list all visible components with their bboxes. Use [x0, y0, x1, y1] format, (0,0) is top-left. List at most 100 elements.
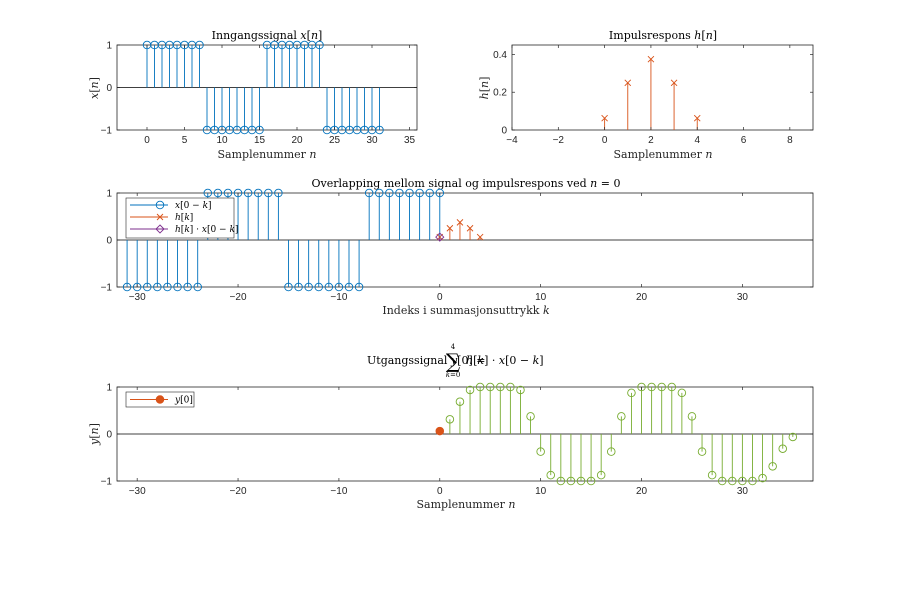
sum-upper: 4: [451, 343, 456, 351]
p1-s0-marker-31: [375, 125, 384, 135]
sum-symbol: ∑: [446, 349, 461, 373]
p3-s0-marker-18: [304, 282, 313, 292]
p3-xtick-label-3: 0: [437, 292, 443, 303]
p3-s0-marker-19: [314, 282, 323, 292]
p4-s0-marker-6: [506, 382, 515, 392]
plot3-legend: x[0 − k] h[k] h[k] · x[0 − k]: [125, 197, 238, 239]
p2-xtick-label-1: −2: [553, 135, 565, 146]
p4-s0-marker-8: [526, 412, 535, 421]
p3-s0-marker-30: [425, 188, 434, 198]
p3-s0-marker-17: [294, 282, 303, 292]
p1-xtick-label-7: 35: [404, 135, 416, 146]
legend-h-label: h[k]: [175, 213, 193, 223]
p2-s0-marker-3: [670, 79, 678, 87]
p4-s1-marker-0: [435, 426, 445, 436]
p1-xtick-label-0: 0: [144, 135, 150, 146]
p3-s0-marker-10: [223, 188, 233, 198]
legend-product-marker: [155, 224, 165, 234]
p3-s0-marker-24: [364, 188, 374, 198]
p3-s0-marker-16: [284, 282, 293, 292]
p4-s0-marker-1: [455, 397, 465, 406]
p4-s0-marker-19: [637, 382, 646, 392]
p3-s0-marker-29: [415, 188, 424, 198]
p3-s0-marker-28: [405, 188, 414, 198]
plot2-ylabel: h[n]: [478, 77, 491, 100]
legend-h-marker: [156, 213, 164, 221]
p3-s0-marker-7: [193, 282, 202, 292]
p1-xtick-label-4: 20: [291, 135, 303, 146]
p2-xtick-label-4: 4: [694, 135, 700, 146]
p1-ytick-label-1: 0: [106, 83, 112, 94]
p3-s2-marker-0: [435, 232, 445, 242]
p4-s0-marker-22: [667, 382, 677, 392]
plot4-ylabel: y[n]: [88, 423, 101, 446]
p3-s1-marker-3: [466, 224, 474, 232]
p3-xtick-label-0: −30: [129, 292, 146, 303]
p4-s0-marker-10: [546, 470, 555, 480]
p3-ytick-label-1: 0: [106, 236, 112, 247]
plot1-ylabel: x[n]: [88, 77, 101, 99]
p3-s0-marker-4: [163, 282, 172, 292]
plot4-title: Utgangssignal y[0] = ∑ 4 k=0 h[k] · x[0 …: [367, 343, 544, 379]
p3-xtick-label-1: −20: [230, 292, 247, 303]
p4-s0-marker-3: [475, 382, 485, 392]
p3-ytick-label-2: 1: [106, 189, 112, 200]
p4-s0-marker-27: [717, 476, 727, 486]
p4-xtick-label-2: −10: [330, 486, 347, 497]
p4-s0-marker-15: [596, 470, 606, 480]
plot3-xlabel: Indeks i summasjonsuttrykk k: [382, 304, 550, 317]
p3-s0-marker-9: [213, 188, 223, 198]
p3-ytick-label-0: −1: [101, 283, 113, 294]
p3-xtick-label-2: −10: [330, 292, 347, 303]
plot3-title: Overlapping mellom signal og impulsrespo…: [312, 177, 621, 190]
p4-s0-marker-9: [536, 447, 545, 456]
p4-s0-marker-23: [677, 388, 687, 398]
p4-xtick-label-1: −20: [230, 486, 247, 497]
p3-s1-marker-2: [456, 219, 464, 226]
p3-s0-marker-0: [122, 282, 132, 292]
p2-xtick-label-3: 2: [648, 135, 654, 146]
p4-s0-marker-31: [758, 473, 767, 483]
svg-text:h[k] · x[0 − k]: h[k] · x[0 − k]: [466, 354, 544, 367]
legend-x-shifted-marker: [155, 200, 165, 210]
p4-s0-marker-7: [516, 385, 525, 395]
p4-ytick-label-1: 0: [106, 430, 112, 441]
sum-lower: k=0: [446, 371, 461, 379]
p4-s0-marker-14: [586, 476, 596, 486]
p3-s0-marker-6: [183, 282, 192, 292]
p1-xtick-label-1: 5: [182, 135, 188, 146]
p3-s0-marker-5: [173, 282, 182, 292]
p1-xtick-label-6: 30: [366, 135, 378, 146]
p1-xtick-label-5: 25: [329, 135, 341, 146]
svg-text:Utgangssignal y[0] =: Utgangssignal y[0] =: [367, 354, 485, 367]
p2-xtick-label-5: 6: [741, 135, 747, 146]
p3-s0-marker-14: [264, 188, 273, 198]
legend-product-label: h[k] · x[0 − k]: [175, 225, 238, 235]
p4-ytick-label-0: −1: [101, 477, 113, 488]
p4-s0-marker-16: [607, 447, 616, 456]
p4-xtick-label-4: 10: [535, 486, 547, 497]
legend-x-shifted-label: x[0 − k]: [175, 201, 212, 211]
p1-ytick-label-2: 1: [106, 41, 112, 52]
plot-overlap: Overlapping mellom signal og impulsrespo…: [101, 177, 814, 317]
p3-s0-marker-3: [153, 282, 162, 292]
p4-s0-marker-20: [647, 382, 656, 392]
p2-xtick-label-0: −4: [506, 135, 518, 146]
p4-s0-marker-29: [738, 476, 747, 486]
p1-ytick-label-0: −1: [101, 126, 113, 137]
p3-xtick-label-4: 10: [535, 292, 547, 303]
p3-s0-marker-21: [334, 282, 344, 292]
p1-s0-marker-7: [195, 40, 204, 50]
p4-s0-marker-32: [768, 462, 777, 471]
p2-xtick-label-2: 0: [602, 135, 608, 146]
p4-s0-marker-18: [627, 388, 636, 398]
p2-s0-marker-2: [647, 55, 655, 63]
p4-s0-marker-24: [687, 412, 697, 421]
p3-s0-marker-2: [143, 282, 152, 292]
p4-s0-marker-12: [566, 476, 576, 486]
p3-s0-marker-12: [243, 188, 253, 198]
p1-xtick-label-2: 10: [216, 135, 228, 146]
p3-s0-marker-31: [435, 188, 445, 198]
p4-s0-marker-13: [576, 476, 586, 486]
